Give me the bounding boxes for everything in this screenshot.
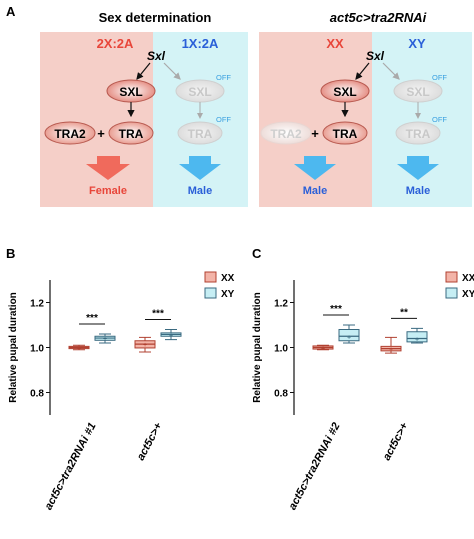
y-axis-label: Relative pupal duration: [8, 292, 19, 403]
mean-marker: +: [321, 346, 325, 353]
plot-panel-b: 0.8 1.0 1.2 Relative pupal duration + + *** act…: [8, 271, 235, 512]
male-outcome-arrow-xx: [294, 156, 336, 180]
xx-background-left: [40, 32, 153, 207]
mean-marker: +: [389, 347, 393, 354]
y-tick-label: 1.0: [30, 344, 44, 355]
xx-background-right: [259, 32, 372, 207]
x-category-label: act5c>tra2RNAi #1: [43, 421, 99, 512]
plus-sign-right: +: [311, 126, 319, 141]
tra2-node-left: [44, 121, 96, 145]
x-category-label: act5c>+: [381, 420, 411, 462]
x-category-label: act5c>tra2RNAi #2: [287, 421, 343, 512]
tra-off-tag-right: OFF: [432, 115, 447, 124]
plus-sign-left: +: [97, 126, 105, 141]
outcome-male-xy: Male: [406, 185, 430, 197]
tra-node-right: [322, 121, 368, 145]
tra-off-node-left: [177, 121, 223, 145]
legend-swatch-xx: [445, 271, 458, 283]
tra2-knockdown-node: [260, 121, 312, 145]
legend-label-xy: XY: [221, 289, 235, 300]
mean-marker: +: [103, 336, 107, 343]
box-xy: [338, 329, 360, 342]
mean-marker: +: [415, 337, 419, 344]
tra-off-label-left: TRA: [188, 127, 213, 141]
legend-label-xy: XY: [462, 289, 474, 300]
tra-off-label-right: TRA: [406, 127, 431, 141]
header-xx: XX: [326, 36, 344, 51]
mean-marker: +: [169, 332, 173, 339]
tra-off-tag-left: OFF: [216, 115, 231, 124]
y-tick-label: 1.0: [274, 344, 288, 355]
tra2-label-left: TRA2: [54, 127, 86, 141]
sxl-off-label-right: SXL: [406, 85, 429, 99]
panel-c-letter: C: [252, 246, 262, 261]
sxl-off-tag-left: OFF: [216, 73, 231, 82]
sxl-off-label-left: SXL: [188, 85, 211, 99]
legend-label-xx: XX: [221, 273, 235, 284]
outcome-male-xx: Male: [303, 185, 327, 197]
plot-panel-c: 0.8 1.0 1.2 Relative pupal duration + + *** act…: [252, 271, 474, 512]
significance-label: **: [400, 307, 408, 318]
sxl-off-tag-right: OFF: [432, 73, 447, 82]
header-1x2a: 1X:2A: [182, 36, 219, 51]
legend-swatch-xy: [445, 287, 458, 299]
mean-marker: +: [143, 342, 147, 349]
legend-label-xx: XX: [462, 273, 474, 284]
y-axis-label: Relative pupal duration: [252, 292, 263, 403]
header-2x2a: 2X:2A: [97, 36, 134, 51]
arrow-sxl-gene-to-protein-right: [355, 62, 370, 80]
y-tick-label: 1.2: [274, 299, 288, 310]
sxl-protein-label-left: SXL: [119, 85, 142, 99]
female-outcome-arrow: [86, 156, 130, 180]
tra-label-left: TRA: [119, 127, 144, 141]
significance-label: ***: [86, 313, 98, 324]
x-category-label: act5c>+: [135, 420, 165, 462]
mean-marker: +: [77, 346, 81, 353]
legend-swatch-xy: [204, 287, 217, 299]
xy-background-left: [153, 32, 248, 207]
arrow-sxl-gene-to-protein-left: [136, 62, 151, 80]
tra-off-node-right: [395, 121, 441, 145]
sxl-gene-label-left: Sxl: [147, 49, 166, 63]
tra2-knockdown-label: TRA2: [270, 127, 302, 141]
mean-marker: +: [347, 334, 351, 341]
y-tick-label: 0.8: [274, 389, 288, 400]
sxl-gene-label-right: Sxl: [366, 49, 385, 63]
significance-label: ***: [152, 309, 164, 320]
box-plots: 0.8 1.0 1.2 Relative pupal duration + + *** act…: [8, 271, 474, 512]
panel-b-letter: B: [6, 246, 15, 261]
box-xy: [406, 331, 428, 343]
significance-label: ***: [330, 304, 342, 315]
sxl-protein-label-right: SXL: [333, 85, 356, 99]
legend-swatch-xx: [204, 271, 217, 283]
xy-background-right: [372, 32, 472, 207]
panel-a-left-title: Sex determination: [99, 10, 212, 25]
panel-a-letter: A: [6, 4, 16, 19]
male-outcome-arrow-left: [179, 156, 221, 180]
outcome-male-left: Male: [188, 185, 212, 197]
outcome-female-left: Female: [89, 185, 127, 197]
arrow-sxl-gene-off-left: [163, 62, 181, 80]
arrow-sxl-gene-off-right: [382, 62, 400, 80]
tra-label-right: TRA: [333, 127, 358, 141]
y-tick-label: 0.8: [30, 389, 44, 400]
header-xy: XY: [408, 36, 426, 51]
male-outcome-arrow-xy: [397, 156, 439, 180]
y-tick-label: 1.2: [30, 299, 44, 310]
tra-node-left: [108, 121, 154, 145]
panel-a-right-title: act5c>tra2RNAi: [330, 10, 427, 25]
